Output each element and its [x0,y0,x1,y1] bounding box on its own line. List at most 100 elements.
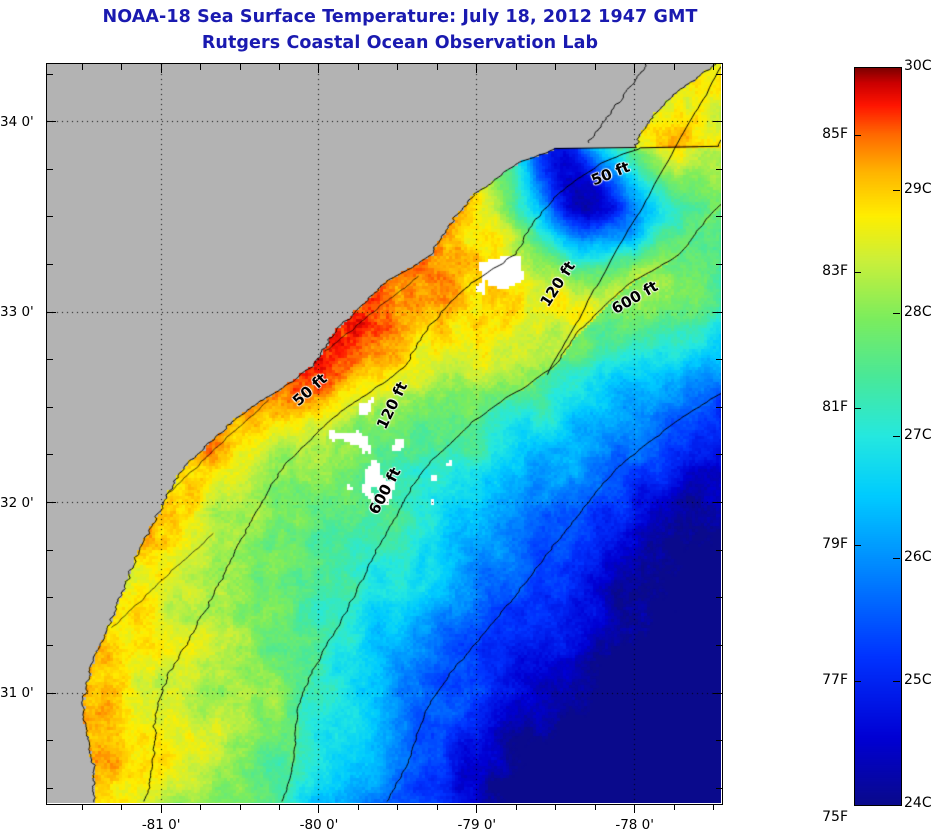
y-tick-minor [47,597,53,599]
y-axis-label: 31 0' [0,685,34,702]
y-tick-right [713,121,722,123]
x-tick-major [160,804,162,813]
y-tick-right [716,454,722,456]
y-tick-right [716,73,722,75]
y-tick-right [716,216,722,218]
page-title: NOAA-18 Sea Surface Temperature: July 18… [102,7,698,27]
x-tick-minor [436,804,438,810]
y-tick-right [716,406,722,408]
y-tick-minor [47,168,53,170]
colorbar-label-fahrenheit: 75F [822,808,848,825]
x-tick-minor [515,804,517,810]
y-tick-minor [47,787,53,789]
x-tick-top [397,64,399,70]
colorbar-label-fahrenheit: 85F [822,126,848,143]
colorbar-tick-f [854,272,861,273]
y-tick-minor [47,454,53,456]
colorbar-tick-f [854,681,861,682]
colorbar-label-fahrenheit: 79F [822,535,848,552]
x-tick-minor [357,804,359,810]
x-tick-major [476,804,478,813]
x-tick-minor [397,804,399,810]
y-tick-right [716,740,722,742]
y-tick-right [716,168,722,170]
x-tick-top [515,64,517,70]
colorbar-label-celsius: 28C [904,303,932,320]
y-axis-label: 32 0' [0,494,34,511]
map-overlay-canvas [47,64,721,803]
colorbar-tick-f [854,135,861,136]
colorbar-tick-f [854,408,861,409]
y-tick-right [716,644,722,646]
colorbar-label-celsius: 30C [904,58,932,74]
sst-map-plot-area[interactable]: 50 ft 120 ft 600 ft 50 ft 120 ft 600 ft [46,63,723,805]
x-tick-top [121,64,123,70]
x-tick-top [81,64,83,70]
y-tick-minor [47,216,53,218]
x-tick-minor [594,804,596,810]
x-tick-major [318,804,320,813]
x-tick-minor [81,804,83,810]
y-tick-major [47,311,56,313]
y-axis-label: 33 0' [0,304,34,321]
y-tick-right [716,549,722,551]
colorbar-tick-c [893,681,900,682]
x-axis-label: -78 0' [615,817,654,833]
y-tick-minor [47,740,53,742]
colorbar-tick-c [893,558,900,559]
x-tick-minor [555,804,557,810]
y-axis-label: 34 0' [0,113,34,130]
page-subtitle: Rutgers Coastal Ocean Observation Lab [201,33,599,53]
x-tick-top [279,64,281,70]
chart-title-block: NOAA-18 Sea Surface Temperature: July 18… [0,0,800,56]
x-tick-top [239,64,241,70]
colorbar-label-celsius: 24C [904,795,932,811]
y-tick-minor [47,644,53,646]
y-tick-minor [47,549,53,551]
x-tick-top [673,64,675,70]
x-tick-top [476,64,478,73]
y-tick-major [47,121,56,123]
colorbar-label-fahrenheit: 81F [822,399,848,416]
x-tick-top [594,64,596,70]
x-tick-top [634,64,636,73]
y-tick-minor [47,359,53,361]
y-tick-minor [47,73,53,75]
y-tick-right [716,359,722,361]
x-tick-top [318,64,320,73]
colorbar-label-celsius: 26C [904,549,932,566]
x-tick-major [634,804,636,813]
x-tick-minor [121,804,123,810]
y-tick-right [713,311,722,313]
colorbar-tick-c [893,436,900,437]
y-tick-minor [47,406,53,408]
x-tick-minor [279,804,281,810]
x-tick-top [436,64,438,70]
x-tick-minor [200,804,202,810]
colorbar-label-fahrenheit: 83F [822,262,848,279]
x-tick-top [713,64,715,70]
x-tick-top [555,64,557,70]
x-tick-top [160,64,162,73]
x-tick-top [357,64,359,70]
colorbar-tick-c [893,313,900,314]
x-tick-top [200,64,202,70]
colorbar-label-celsius: 29C [904,180,932,197]
colorbar-tick-c [893,190,900,191]
x-axis-label: -81 0' [141,817,181,833]
x-tick-minor [673,804,675,810]
y-tick-right [716,263,722,265]
colorbar-tick-f [854,545,861,546]
x-tick-minor [713,804,715,810]
y-tick-right [716,787,722,789]
x-axis-label: -80 0' [299,817,339,833]
colorbar-label-celsius: 27C [904,426,932,443]
y-tick-right [713,502,722,504]
y-tick-major [47,692,56,694]
colorbar-label-celsius: 25C [904,672,932,689]
y-tick-minor [47,263,53,265]
y-tick-right [713,692,722,694]
x-axis-label: -79 0' [457,817,497,833]
y-tick-major [47,502,56,504]
x-tick-minor [239,804,241,810]
